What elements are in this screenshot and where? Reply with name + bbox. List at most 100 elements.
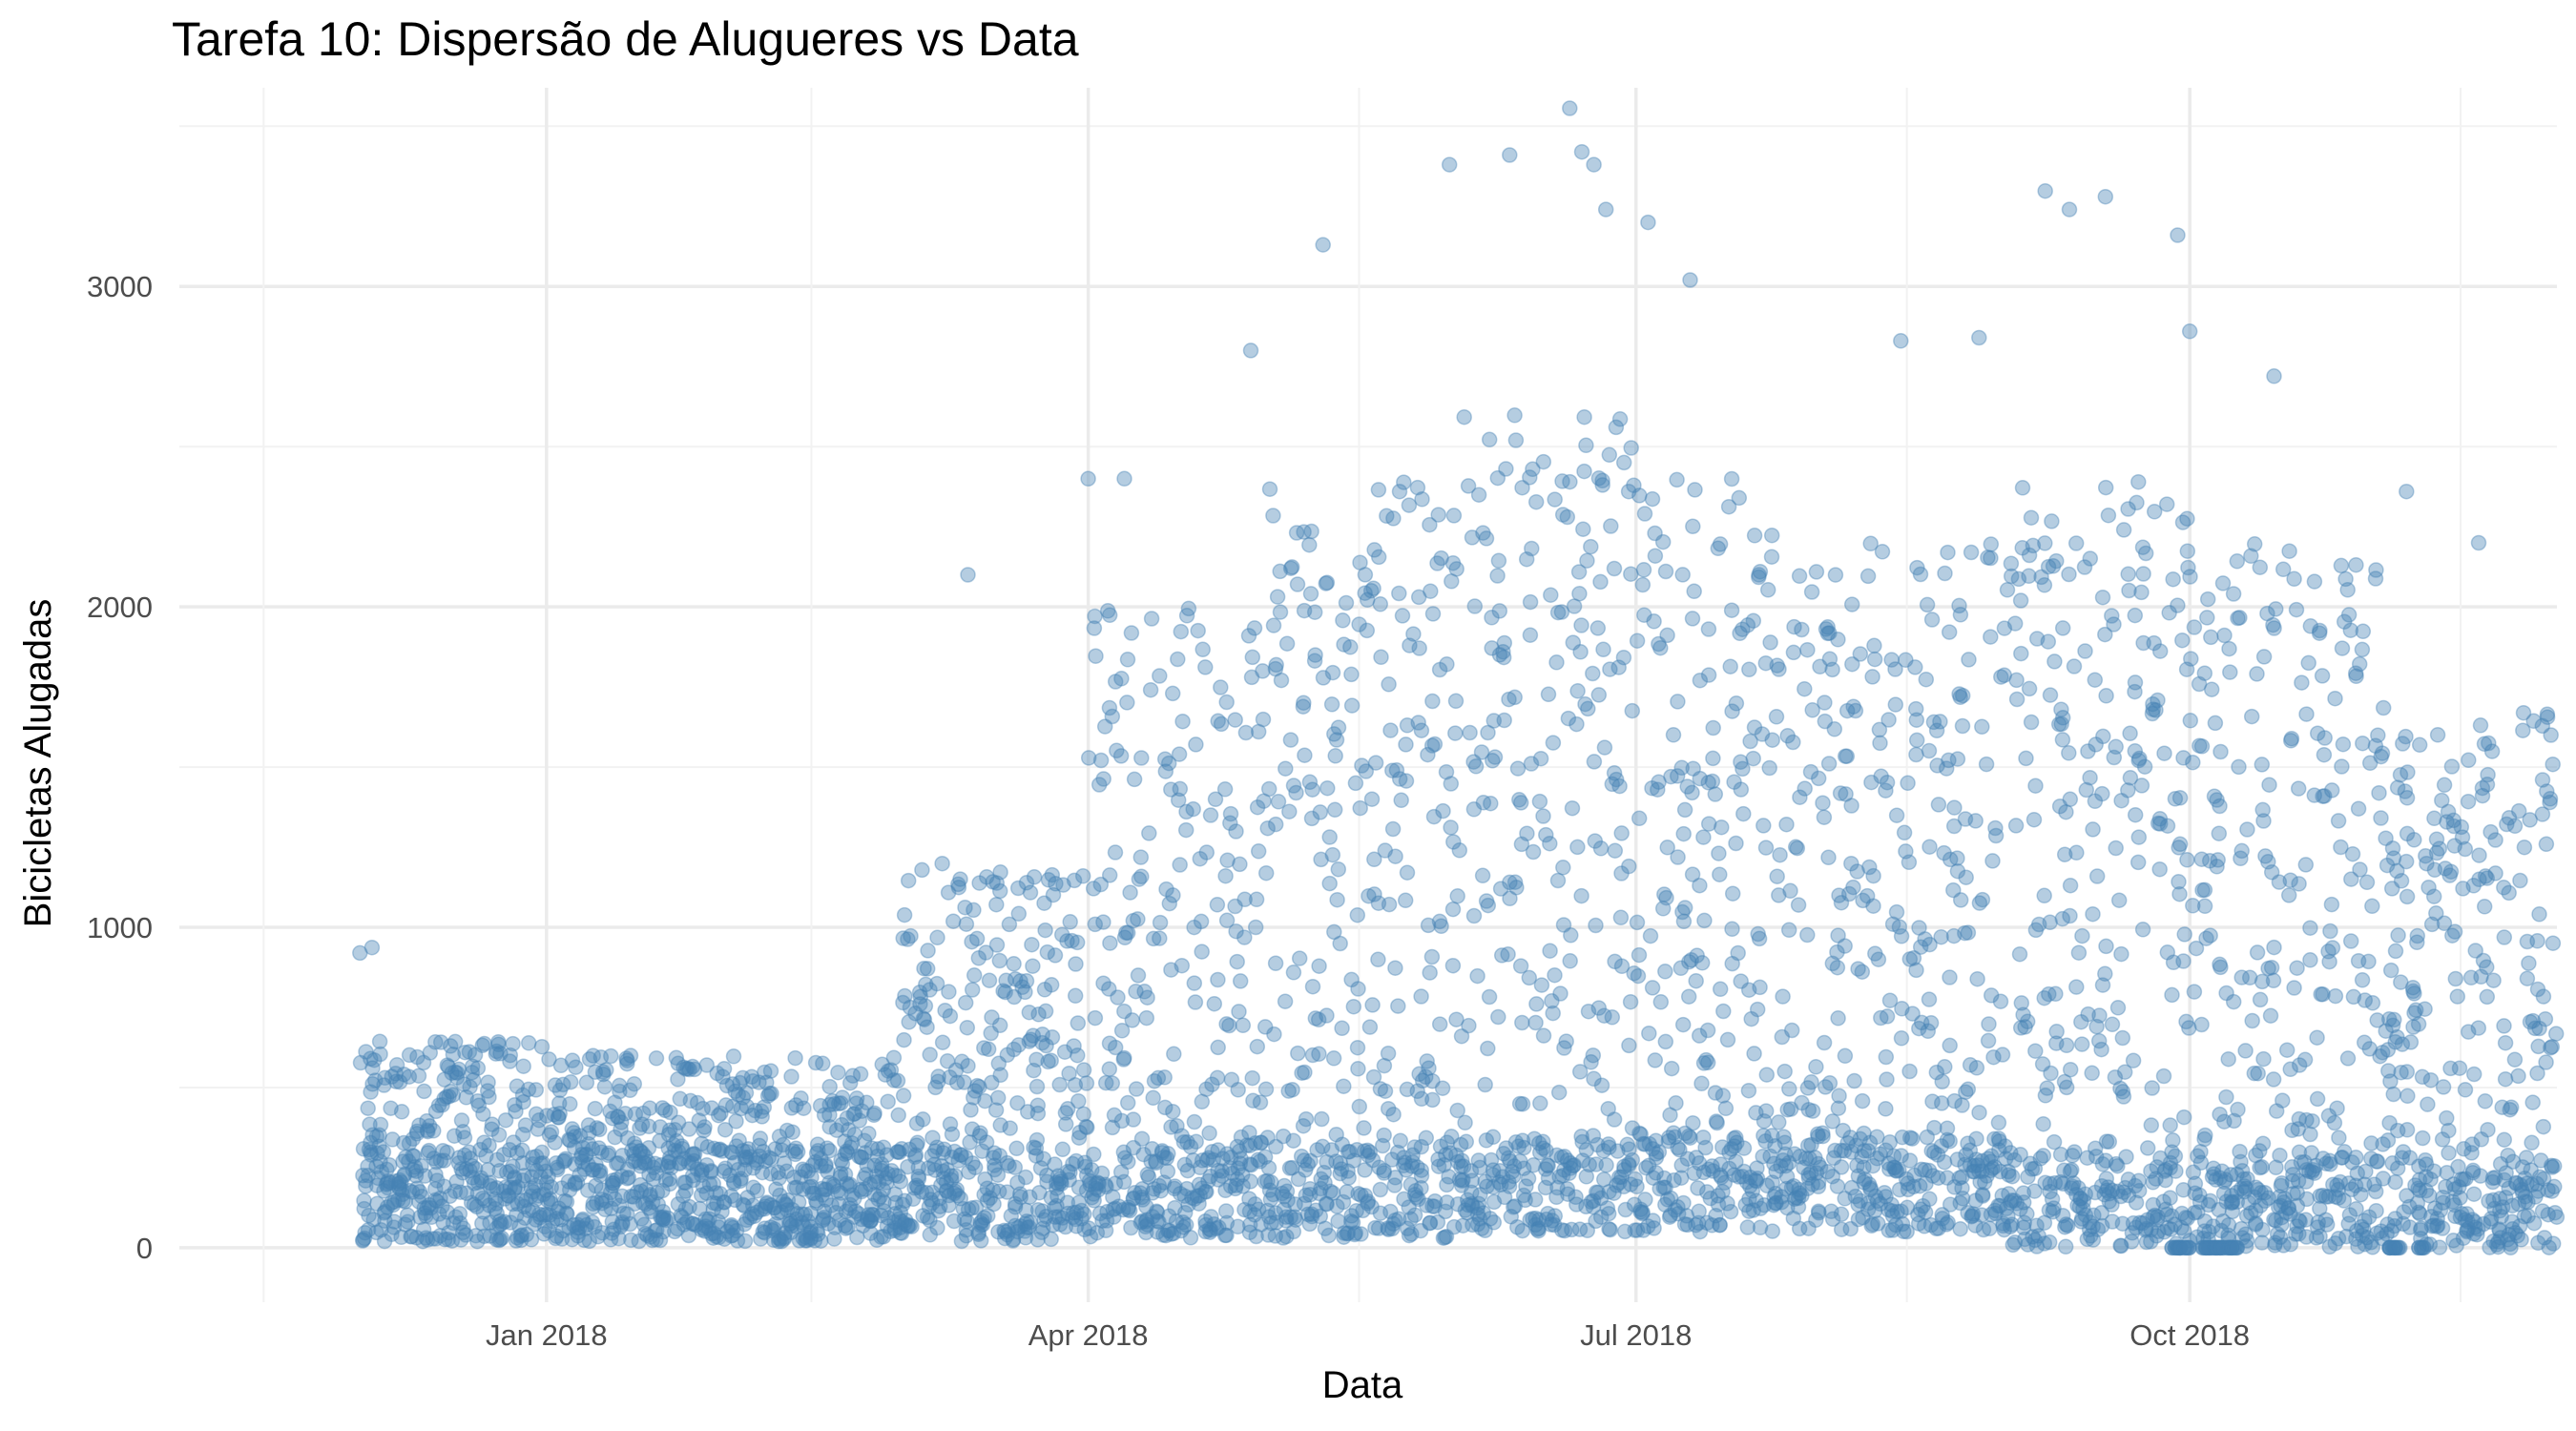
data-point: [574, 1211, 592, 1228]
data-point: [1839, 748, 1856, 764]
data-point: [1879, 1071, 1895, 1088]
data-point: [914, 861, 930, 879]
data-point: [2487, 832, 2503, 848]
data-point: [1502, 147, 1518, 163]
data-point: [1893, 333, 1909, 349]
data-point: [636, 1154, 653, 1171]
data-point: [2062, 877, 2079, 894]
data-point: [2023, 509, 2040, 526]
data-point: [1356, 1120, 1372, 1136]
data-point: [1776, 1063, 1793, 1080]
data-point: [602, 1103, 618, 1120]
data-point: [1421, 1060, 1437, 1076]
data-point: [506, 1181, 523, 1197]
data-point: [543, 1179, 560, 1195]
data-point: [2249, 944, 2266, 961]
data-point: [1762, 634, 1778, 651]
data-point: [650, 1196, 667, 1213]
data-point: [432, 1152, 449, 1169]
data-point: [1684, 784, 1700, 801]
data-point: [1297, 747, 1313, 763]
data-point: [2477, 1093, 2494, 1110]
data-point: [2136, 758, 2153, 775]
data-point: [1133, 750, 1150, 766]
data-point: [2355, 735, 2371, 752]
data-point: [2159, 818, 2176, 834]
data-point: [360, 1221, 377, 1238]
data-point: [1336, 1078, 1352, 1094]
data-point: [2483, 743, 2501, 759]
data-point: [379, 1175, 396, 1192]
data-point: [358, 1172, 374, 1189]
data-point: [1086, 1146, 1102, 1163]
data-point: [615, 1205, 632, 1222]
data-point: [1845, 879, 1861, 896]
data-point: [393, 1229, 409, 1246]
data-point: [657, 1212, 675, 1229]
data-point: [2286, 980, 2302, 996]
data-point: [543, 1195, 559, 1212]
data-point: [2496, 929, 2513, 945]
data-point: [2399, 483, 2415, 500]
data-point: [1500, 946, 1516, 963]
data-point: [1908, 712, 1925, 728]
data-point: [1949, 751, 1966, 767]
data-point: [2399, 1088, 2416, 1105]
data-point: [1364, 997, 1381, 1013]
data-point: [1448, 561, 1465, 577]
data-point: [1246, 620, 1263, 636]
data-point: [661, 1122, 678, 1139]
data-point: [2375, 699, 2392, 716]
data-point: [2535, 988, 2552, 1005]
data-point: [2512, 872, 2528, 889]
data-point: [1125, 1111, 1142, 1128]
data-point: [644, 1232, 660, 1249]
y-tick-label: 1000: [87, 911, 153, 944]
data-point: [602, 1232, 619, 1248]
data-point: [1949, 850, 1965, 866]
data-point: [1263, 1174, 1279, 1191]
data-point: [619, 1171, 635, 1187]
data-point: [532, 1155, 550, 1172]
data-point: [1017, 1169, 1034, 1186]
data-point: [2373, 748, 2389, 765]
data-point: [942, 1007, 959, 1025]
data-point: [1933, 1095, 1950, 1111]
data-point: [363, 1144, 379, 1160]
data-point: [1846, 1072, 1862, 1089]
data-point: [386, 1213, 403, 1230]
data-point: [1942, 1037, 1958, 1054]
data-point: [1477, 1076, 1493, 1093]
data-point: [372, 1116, 389, 1133]
data-point: [2506, 818, 2524, 835]
data-point: [502, 1053, 518, 1069]
data-point: [919, 961, 936, 977]
data-point: [2402, 1034, 2420, 1050]
data-point: [634, 1145, 651, 1161]
data-point: [2151, 643, 2169, 659]
data-point: [380, 1179, 396, 1196]
data-point: [1037, 1003, 1054, 1020]
data-point: [1216, 781, 1234, 798]
data-point: [1143, 611, 1160, 627]
data-point: [1087, 608, 1103, 625]
data-point: [2062, 791, 2079, 808]
data-point: [1022, 884, 1039, 901]
data-point: [1257, 864, 1275, 881]
data-point: [1124, 1012, 1141, 1028]
data-point: [2087, 672, 2104, 688]
data-point: [1789, 840, 1806, 857]
data-point: [627, 1152, 644, 1169]
data-point: [1229, 953, 1245, 970]
data-point: [1177, 821, 1195, 839]
data-point: [2255, 1050, 2272, 1068]
data-point: [1783, 1022, 1800, 1039]
data-point: [372, 1153, 388, 1170]
data-point: [1194, 944, 1210, 960]
data-point: [1893, 928, 1910, 944]
data-point: [641, 1166, 657, 1183]
data-point: [537, 1163, 554, 1180]
data-point: [1043, 977, 1060, 993]
data-point: [668, 1132, 685, 1150]
data-point: [1631, 810, 1648, 827]
